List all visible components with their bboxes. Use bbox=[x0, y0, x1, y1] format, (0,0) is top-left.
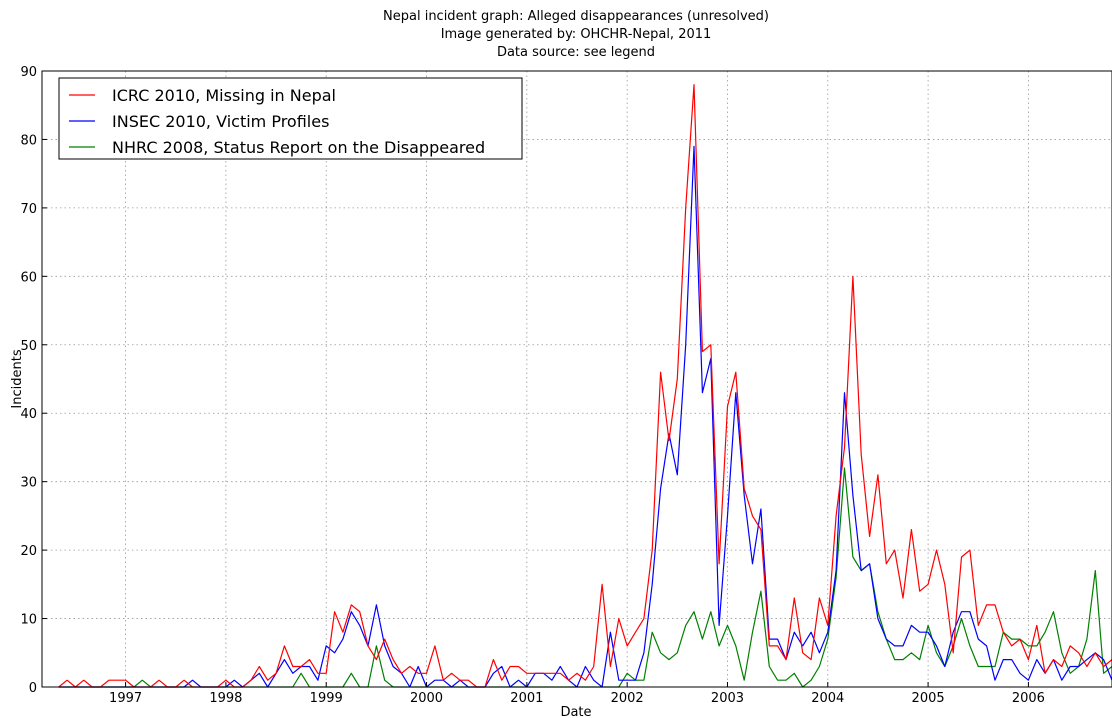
series-line bbox=[58, 84, 1112, 688]
y-tick-label: 70 bbox=[20, 202, 37, 217]
chart-title: Nepal incident graph: Alleged disappeara… bbox=[383, 9, 769, 60]
x-tick-label: 1998 bbox=[209, 691, 242, 706]
x-tick-label: 2000 bbox=[410, 691, 443, 706]
x-tick-label: 2005 bbox=[912, 691, 945, 706]
legend-box bbox=[58, 77, 523, 160]
ticks: 0 10 20 30 40 50 60 70 80 90 1997 1998 1999 2000 2001 2… bbox=[20, 65, 1045, 706]
plot-frame bbox=[41, 70, 1112, 688]
legend-label: NHRC 2008, Status Report on the Disappea… bbox=[112, 138, 485, 157]
grid bbox=[42, 71, 1112, 687]
x-tick-label: 2001 bbox=[510, 691, 543, 706]
series-line bbox=[58, 145, 1112, 688]
y-tick-label: 50 bbox=[20, 339, 37, 354]
y-tick-label: 20 bbox=[20, 544, 37, 559]
x-tick-label: 1997 bbox=[109, 691, 142, 706]
title-line-3: Data source: see legend bbox=[497, 45, 655, 60]
title-line-1: Nepal incident graph: Alleged disappeara… bbox=[383, 9, 769, 24]
x-tick-label: 2002 bbox=[611, 691, 644, 706]
x-tick-label: 2004 bbox=[811, 691, 844, 706]
y-axis-label: Incidents bbox=[10, 349, 25, 408]
y-tick-label: 30 bbox=[20, 476, 37, 491]
series-line bbox=[58, 467, 1112, 688]
y-tick-label: 60 bbox=[20, 270, 37, 285]
y-tick-label: 90 bbox=[20, 65, 37, 80]
y-tick-label: 10 bbox=[20, 613, 37, 628]
legend: ICRC 2010, Missing in Nepal INSEC 2010, V… bbox=[58, 77, 523, 160]
x-tick-label: 2006 bbox=[1012, 691, 1045, 706]
legend-label: ICRC 2010, Missing in Nepal bbox=[112, 86, 336, 105]
y-tick-label: 0 bbox=[29, 681, 37, 696]
title-line-2: Image generated by: OHCHR-Nepal, 2011 bbox=[441, 27, 712, 42]
y-tick-label: 40 bbox=[20, 407, 37, 422]
x-tick-label: 1999 bbox=[310, 691, 343, 706]
legend-label: INSEC 2010, Victim Profiles bbox=[112, 112, 329, 131]
x-tick-label: 2003 bbox=[711, 691, 744, 706]
series-lines bbox=[58, 84, 1112, 688]
x-axis-label: Date bbox=[560, 705, 591, 718]
y-tick-label: 80 bbox=[20, 133, 37, 148]
